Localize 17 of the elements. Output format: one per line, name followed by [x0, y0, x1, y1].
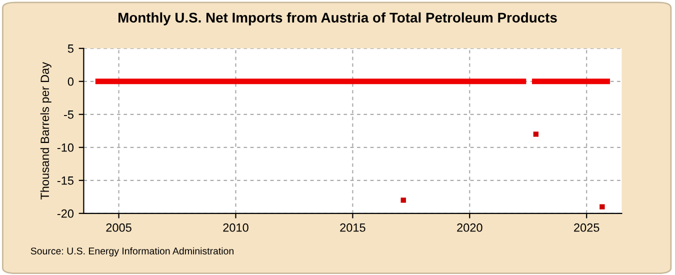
y-tick-label: 0 [68, 77, 74, 86]
chart-title: Monthly U.S. Net Imports from Austria of Total Petroleum Products [118, 12, 557, 26]
y-tick-label: 5 [68, 44, 74, 53]
point [400, 198, 406, 203]
x-tick-label: 2020 [457, 223, 482, 232]
y-axis-title: Thousand Barrels per Day [40, 62, 52, 200]
source-note: Source: U.S. Energy Information Administration [30, 247, 234, 256]
x-tick-label: 2005 [106, 223, 132, 232]
y-tick-label: -5 [64, 110, 74, 119]
y-tick-label: -15 [57, 176, 74, 185]
x-tick-label: 2025 [574, 223, 600, 232]
x-tick-label: 2015 [340, 223, 366, 232]
y-tick-label: -20 [57, 209, 74, 218]
y-tick-label: -10 [57, 143, 74, 152]
x-tick-label: 2010 [223, 223, 248, 232]
point [533, 132, 539, 137]
point [600, 204, 605, 210]
